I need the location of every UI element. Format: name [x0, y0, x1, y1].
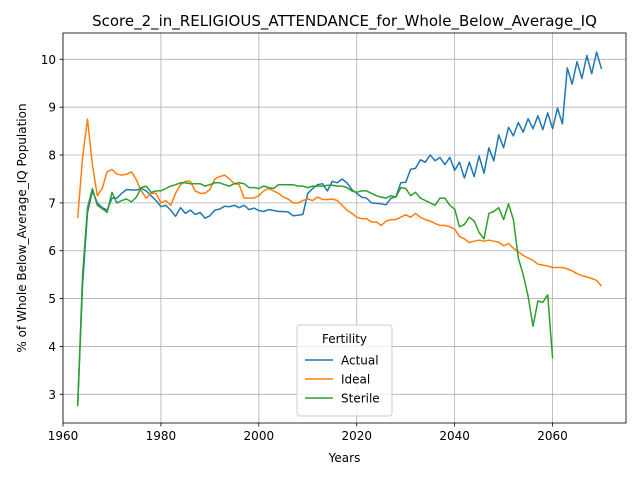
x-tick-label: 2040 — [439, 429, 470, 443]
x-tick-label: 2020 — [341, 429, 372, 443]
legend-items: Actual Ideal Sterile — [305, 354, 380, 406]
y-tick-label: 4 — [48, 340, 56, 354]
y-tick-label: 9 — [48, 101, 56, 115]
y-tick-label: 3 — [48, 388, 56, 402]
legend-label-sterile: Sterile — [341, 392, 380, 406]
plot-frame — [62, 32, 627, 424]
x-tick-label: 1960 — [48, 429, 79, 443]
y-tick-label: 6 — [48, 244, 56, 258]
legend-box — [296, 324, 393, 417]
legend-label-actual: Actual — [341, 354, 379, 368]
series-line-actual — [76, 51, 603, 405]
series-line-ideal — [76, 118, 603, 287]
y-axis-label: % of Whole Below_Average_IQ Population — [15, 103, 29, 352]
grid — [62, 33, 626, 423]
y-tick-label: 10 — [41, 53, 56, 67]
legend-title: Fertility — [322, 332, 367, 346]
y-tick-label: 5 — [48, 292, 56, 306]
x-tick-label: 1980 — [146, 429, 177, 443]
chart-title: Score_2_in_RELIGIOUS_ATTENDANCE_for_Whol… — [92, 12, 597, 31]
y-tick-label: 8 — [48, 149, 56, 163]
series-lines — [76, 51, 603, 407]
series-line-sterile — [76, 182, 554, 407]
legend: Fertility Actual Ideal Sterile — [296, 324, 393, 417]
x-axis-label: Years — [328, 451, 361, 465]
axis-ticks: 1960 1980 2000 2020 2040 2060 3 4 5 6 7 8 9 10 — [41, 53, 568, 443]
x-tick-label: 2060 — [537, 429, 568, 443]
y-tick-label: 7 — [48, 196, 56, 210]
x-tick-label: 2000 — [244, 429, 275, 443]
legend-label-ideal: Ideal — [341, 373, 370, 387]
